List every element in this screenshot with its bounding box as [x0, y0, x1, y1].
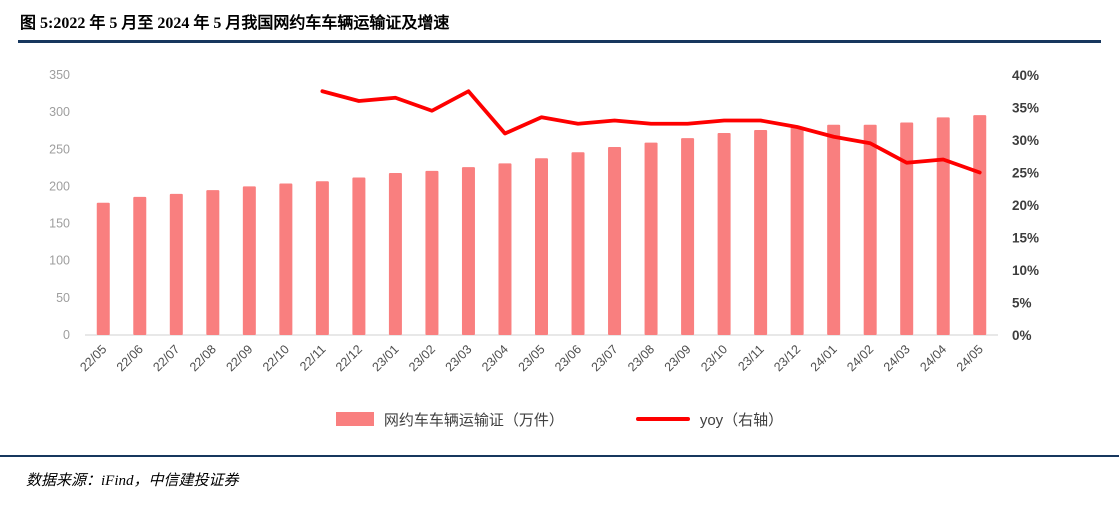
x-axis-label: 23/03: [443, 342, 475, 374]
x-axis-label: 23/04: [479, 342, 511, 374]
chart-canvas: 0 50 100 150 200 250 300 350 0% 5% 10% 15% 20% 25% 30%…: [49, 68, 1039, 374]
bar-24/02: [863, 124, 877, 336]
yoy-line: [320, 89, 982, 175]
x-axis-label: 23/10: [698, 342, 730, 374]
x-axis-label: 22/08: [187, 342, 219, 374]
figure-footer: 数据来源：iFind，中信建投证券: [0, 455, 1119, 490]
left-axis-tick-label: 250: [49, 142, 70, 156]
left-axis-tick-label: 0: [63, 328, 70, 342]
legend-item-bars: 网约车车辆运输证（万件）: [335, 409, 564, 430]
x-axis-label: 23/05: [516, 342, 548, 374]
figure-header: 图 5:2022 年 5 月至 2024 年 5 月我国网约车车辆运输证及增速: [18, 0, 1101, 43]
x-axis-label: 22/05: [77, 342, 109, 374]
bar-24/03: [900, 122, 914, 336]
left-axis-tick-label: 200: [49, 179, 70, 193]
right-axis-tick-label: 25%: [1012, 166, 1039, 181]
legend-item-line: yoy（右轴）: [635, 409, 784, 430]
x-axis-label: 22/12: [333, 342, 365, 374]
bar-23/01: [388, 173, 402, 335]
right-axis-tick-label: 5%: [1012, 296, 1032, 311]
right-axis-tick-label: 10%: [1012, 263, 1039, 278]
chart-legend: 网约车车辆运输证（万件） yoy（右轴）: [0, 404, 1119, 434]
right-axis-tick-label: 20%: [1012, 198, 1039, 213]
x-axis-label: 24/02: [844, 342, 876, 374]
x-axis-label: 23/06: [552, 342, 584, 374]
bar-23/02: [425, 170, 439, 335]
left-axis-tick-label: 300: [49, 105, 70, 119]
left-axis-tick-label: 100: [49, 254, 70, 268]
x-axis-label: 22/07: [150, 342, 182, 374]
x-axis-label: 22/09: [223, 342, 255, 374]
bar-23/07: [608, 147, 622, 335]
x-axis-label: 24/03: [881, 342, 913, 374]
bar-23/05: [535, 158, 548, 335]
bar-22/07: [169, 193, 183, 335]
chart-area: 0 50 100 150 200 250 300 350 0% 5% 10% 15% 20% 25% 30%…: [0, 47, 1119, 404]
bar-23/06: [571, 152, 585, 335]
legend-line-label: yoy（右轴）: [699, 411, 784, 429]
bar-23/10: [717, 132, 731, 335]
x-axis-label: 23/01: [370, 342, 402, 374]
x-axis-label: 24/01: [808, 342, 840, 374]
figure-title: 图 5:2022 年 5 月至 2024 年 5 月我国网约车车辆运输证及增速: [20, 15, 450, 32]
bar-22/05: [96, 202, 110, 335]
left-axis-tick-label: 350: [49, 68, 70, 82]
line-series-swatch: [635, 417, 690, 421]
x-axis-label: 23/11: [735, 342, 766, 373]
bar-22/10: [279, 183, 293, 335]
legend-bars-label: 网约车车辆运输证（万件）: [383, 411, 564, 429]
x-axis-label: 23/12: [771, 342, 803, 374]
bar-23/08: [644, 142, 658, 335]
right-axis-tick-label: 40%: [1012, 68, 1039, 83]
bar-23/09: [681, 138, 695, 335]
right-axis-tick-label: 15%: [1012, 231, 1039, 246]
bar-24/04: [936, 117, 950, 335]
bar-22/09: [242, 186, 256, 335]
right-axis-tick-label: 35%: [1012, 101, 1039, 116]
x-axis-label: 22/10: [260, 342, 292, 374]
x-axis-label: 23/02: [406, 342, 438, 374]
bar-23/11: [754, 129, 768, 335]
x-axis-label: 24/05: [954, 342, 986, 374]
bar-24/01: [827, 124, 841, 336]
bar-22/08: [206, 190, 220, 335]
bar-24/05: [973, 115, 987, 335]
bar-23/12: [790, 127, 804, 335]
x-axis-label: 23/07: [589, 342, 621, 374]
left-axis-tick-label: 50: [56, 291, 70, 305]
x-axis-label: 23/09: [662, 342, 694, 374]
bar-22/06: [133, 196, 147, 335]
x-axis-label: 22/06: [114, 342, 146, 374]
bar-22/12: [352, 177, 366, 335]
x-axis-label: 22/11: [297, 342, 328, 373]
bar-series-swatch: [335, 412, 374, 426]
data-source-text: 数据来源：iFind，中信建投证券: [26, 473, 239, 489]
bar-23/03: [461, 167, 475, 335]
x-axis-label: 23/08: [625, 342, 657, 374]
bar-22/11: [315, 181, 329, 335]
x-axis-label: 24/04: [917, 342, 949, 374]
left-axis-tick-label: 150: [49, 217, 70, 231]
right-axis-tick-label: 0%: [1012, 328, 1032, 343]
right-axis-tick-label: 30%: [1012, 133, 1039, 148]
bar-23/04: [498, 163, 512, 335]
